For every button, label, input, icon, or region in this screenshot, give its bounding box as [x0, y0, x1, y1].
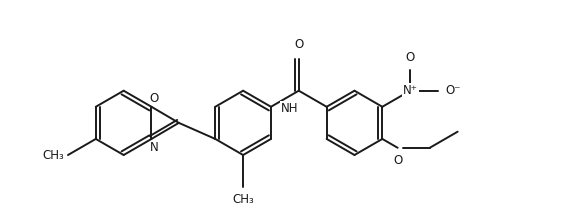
Text: O⁻: O⁻ [446, 84, 461, 97]
Text: O: O [149, 92, 158, 105]
Text: O: O [294, 38, 303, 51]
Text: O: O [406, 51, 415, 64]
Text: NH: NH [281, 102, 298, 115]
Text: CH₃: CH₃ [42, 148, 64, 161]
Text: N: N [150, 141, 159, 154]
Text: CH₃: CH₃ [232, 193, 254, 206]
Text: N⁺: N⁺ [403, 84, 418, 97]
Text: O: O [393, 154, 402, 167]
